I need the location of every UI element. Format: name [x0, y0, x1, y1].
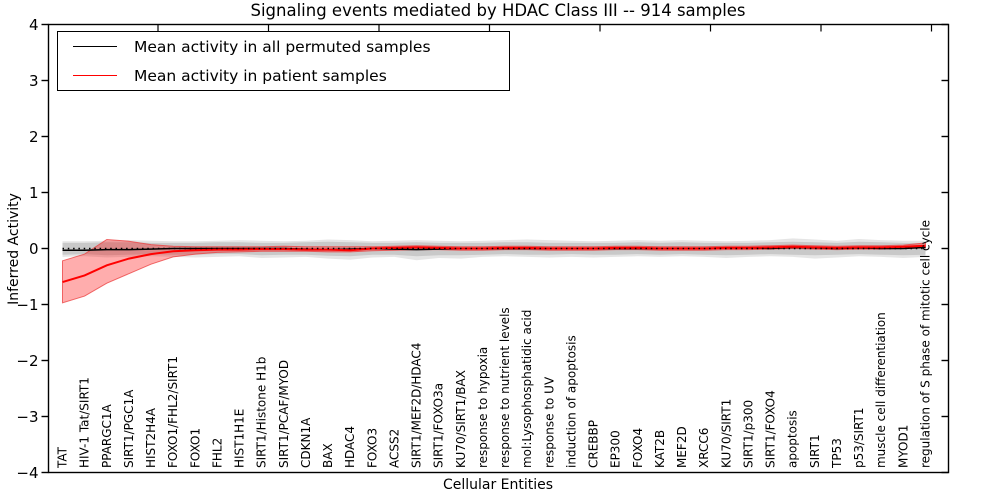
x-category-label: SIRT1/MEF2D/HDAC4: [410, 343, 424, 468]
x-category-label: CREBBP: [587, 420, 601, 468]
legend-item-permuted: Mean activity in all permuted samples: [73, 38, 509, 56]
x-category-label: SIRT1/FOXO3a: [432, 383, 446, 468]
x-category-label: FOXO3: [365, 428, 379, 468]
x-category-label: response to UV: [542, 376, 556, 468]
x-category-label: TAT: [56, 446, 70, 469]
x-category-label: MYOD1: [896, 425, 910, 468]
x-category-label: KU70/SIRT1/BAX: [454, 370, 468, 468]
y-tick-label: 3: [29, 72, 39, 90]
legend-label-patient: Mean activity in patient samples: [134, 66, 387, 85]
y-axis-label: Inferred Activity: [6, 193, 22, 305]
x-category-label: KU70/SIRT1: [719, 399, 733, 468]
x-category-label: SIRT1/Histone H1b: [255, 357, 269, 468]
x-category-label: response to hypoxia: [476, 347, 490, 468]
x-category-label: EP300: [609, 430, 623, 468]
x-category-label: FOXO4: [631, 428, 645, 468]
x-category-label: HIST1H1E: [233, 409, 247, 468]
x-category-label: XRCC6: [697, 428, 711, 468]
x-category-label: TP53: [830, 438, 844, 469]
x-category-label: mol:Lysophosphatidic acid: [520, 310, 534, 468]
y-tick-label: −4: [16, 464, 38, 482]
x-category-label: ACSS2: [387, 429, 401, 468]
x-category-label: HIST2H4A: [144, 407, 158, 468]
x-category-label: apoptosis: [786, 410, 800, 468]
chart-title: Signaling events mediated by HDAC Class …: [250, 1, 746, 20]
y-tick-label: 4: [29, 16, 39, 34]
legend: Mean activity in all permuted samples Me…: [57, 31, 510, 91]
x-category-label: MEF2D: [675, 426, 689, 468]
x-category-label: induction of apoptosis: [564, 335, 578, 468]
x-category-label: SIRT1/FOXO4: [764, 390, 778, 468]
x-category-label: CDKN1A: [299, 417, 313, 468]
x-category-label: SIRT1/PGC1A: [122, 389, 136, 468]
x-category-label: BAX: [321, 443, 335, 468]
x-category-label: muscle cell differentiation: [874, 312, 888, 468]
x-category-label: SIRT1/p300: [742, 400, 756, 468]
x-category-label: SIRT1/PCAF/MYOD: [277, 360, 291, 468]
y-tick-label: 2: [29, 128, 39, 146]
y-tick-label: −3: [16, 408, 38, 426]
y-tick-label: −1: [16, 296, 38, 314]
x-category-label: SIRT1: [808, 434, 822, 468]
legend-line-sample-permuted: [73, 46, 117, 47]
x-category-label: FHL2: [210, 438, 224, 468]
series-line-patient: [62, 244, 926, 284]
x-category-label: FOXO1/FHL2/SIRT1: [166, 356, 180, 468]
x-category-label: FOXO1: [188, 428, 202, 468]
x-axis-label: Cellular Entities: [442, 477, 554, 493]
x-category-label: PPARGC1A: [100, 403, 114, 468]
y-tick-label: 0: [29, 240, 39, 258]
x-category-label: regulation of S phase of mitotic cell cy…: [919, 220, 933, 468]
x-category-label: KAT2B: [653, 430, 667, 468]
legend-item-patient: Mean activity in patient samples: [73, 67, 509, 85]
x-category-label: p53/SIRT1: [852, 407, 866, 468]
band-permuted-range-outer: [62, 238, 926, 261]
legend-label-permuted: Mean activity in all permuted samples: [134, 37, 431, 56]
y-tick-label: 1: [29, 184, 39, 202]
y-tick-label: −2: [16, 352, 38, 370]
legend-line-sample-patient: [73, 75, 117, 76]
x-category-label: HDAC4: [343, 426, 357, 468]
x-category-label: response to nutrient levels: [498, 307, 512, 468]
x-category-label: HIV-1 Tat/SIRT1: [78, 377, 92, 468]
